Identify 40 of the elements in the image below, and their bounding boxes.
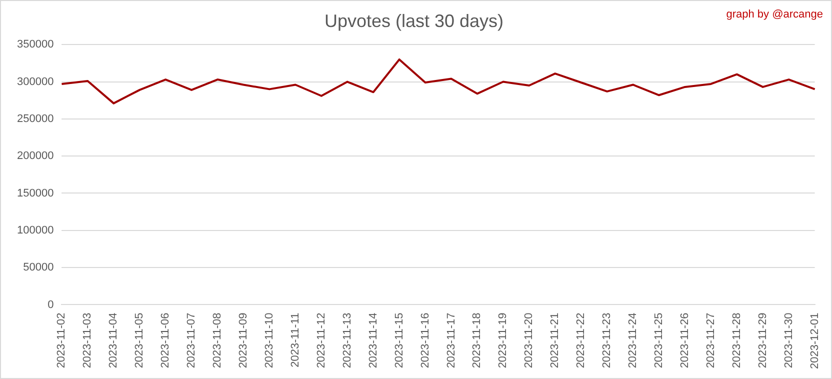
x-tick-label: 2023-11-10 (263, 312, 276, 368)
x-tick-label: 2023-11-23 (601, 312, 614, 368)
x-tick-label: 2023-11-25 (653, 312, 666, 368)
x-tick-label: 2023-11-12 (315, 312, 328, 368)
x-tick-label: 2023-11-22 (575, 312, 588, 368)
y-tick-label: 200000 (16, 150, 54, 162)
x-tick-label: 2023-11-07 (186, 312, 198, 368)
y-tick-label: 0 (48, 298, 54, 311)
x-tick-label: 2023-12-01 (808, 312, 821, 370)
x-tick-label: 2023-11-08 (212, 312, 224, 368)
y-tick-label: 100000 (16, 224, 54, 236)
x-tick-label: 2023-11-17 (445, 312, 458, 368)
x-tick-label: 2023-11-28 (730, 312, 743, 368)
x-tick-label: 2023-11-19 (497, 312, 510, 368)
text: graph by @arcange (726, 8, 823, 21)
x-tick-label: 2023-11-20 (523, 312, 536, 368)
y-tick-label: 250000 (16, 112, 54, 125)
x-tick-label: 2023-11-16 (419, 312, 432, 368)
x-tick-label: 2023-11-09 (238, 312, 250, 368)
y-tick-label: 350000 (16, 38, 54, 51)
x-tick-label: 2023-11-04 (108, 312, 120, 368)
x-tick-label: 2023-11-11 (289, 312, 302, 368)
x-tick-label: 2023-11-03 (82, 312, 94, 368)
y-tick-label: 150000 (16, 187, 54, 200)
x-tick-label: 2023-11-14 (367, 312, 380, 368)
y-tick-label: 300000 (16, 76, 54, 88)
x-tick-label: 2023-11-06 (160, 312, 172, 368)
x-tick-label: 2023-11-21 (549, 312, 562, 368)
x-tick-label: 2023-11-26 (678, 312, 691, 368)
x-tick-label: 2023-11-05 (134, 312, 146, 368)
x-tick-label: 2023-11-18 (471, 312, 484, 368)
x-tick-label: 2023-11-30 (782, 312, 795, 368)
x-tick-label: 2023-11-13 (341, 312, 354, 368)
y-tick-label: 50000 (23, 262, 54, 274)
x-tick-label: 2023-11-24 (627, 312, 640, 368)
x-tick-label: 2023-11-27 (704, 312, 717, 368)
x-tick-label: 2023-11-29 (756, 312, 769, 368)
x-tick-label: 2023-11-15 (393, 312, 406, 368)
x-tick-label: 2023-11-02 (56, 312, 68, 368)
chart-title: Upvotes (last 30 days) (324, 10, 504, 31)
